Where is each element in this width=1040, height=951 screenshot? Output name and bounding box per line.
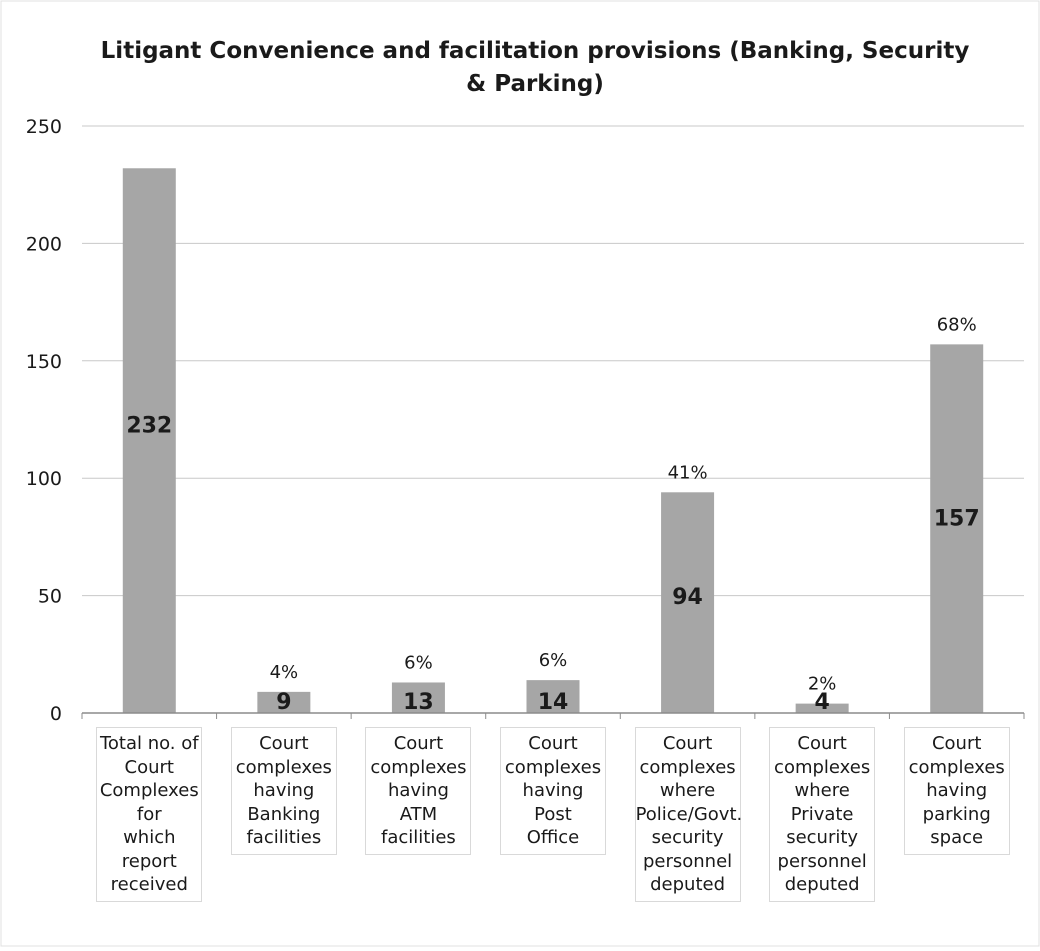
chart-title-line-1: Litigant Convenience and facilitation pr…: [101, 38, 970, 64]
x-category-label-line: security: [786, 827, 859, 848]
bar-percent-label: 41%: [668, 462, 708, 483]
x-category-label-line: Police/Govt.: [635, 803, 743, 825]
bar: [930, 344, 984, 713]
x-category-label-line: parking: [922, 803, 991, 825]
x-category-label: Total no. of Court Complexes for which repor…: [96, 727, 203, 902]
x-category-label: Court complexes having ATM facilities: [365, 727, 472, 855]
x-category-label: Court complexes having Banking facilities: [230, 727, 337, 855]
x-category-label-line: received: [110, 874, 188, 895]
bar: [795, 703, 849, 713]
bar: [661, 492, 715, 713]
x-category-label-line: having: [926, 780, 988, 801]
bar-percent-label: 4%: [270, 662, 299, 683]
y-tick-label: 250: [26, 116, 62, 138]
x-category-label-line: Total no. of: [99, 733, 199, 754]
chart-title-line-2: & Parking): [466, 71, 604, 97]
x-category-label-line: Private: [790, 803, 854, 825]
x-category-label: Court complexes having parking space: [903, 727, 1010, 855]
bar-value-label: 94: [672, 585, 703, 610]
bar-value-label: 157: [934, 507, 980, 532]
x-category-label-line: personnel: [777, 850, 867, 872]
x-category-label-line: Court: [797, 733, 847, 754]
x-category-label-line: where: [794, 780, 850, 801]
x-category-label-line: complexes: [370, 756, 467, 778]
x-category-label-line: complexes: [504, 756, 602, 778]
x-category-label-line: Court: [393, 733, 444, 754]
bar-value-label: 4: [814, 690, 829, 715]
x-category-label-line: Court: [259, 733, 309, 754]
x-category-label-line: having Post: [522, 780, 584, 825]
bar-percent-label: 2%: [808, 674, 837, 695]
x-category-label-line: complexes: [774, 756, 871, 778]
x-category-label-line: Banking: [247, 803, 321, 825]
bar-percent-label: 6%: [404, 652, 433, 673]
x-category-label-line: where: [659, 780, 716, 801]
x-category-label-line: deputed: [784, 874, 860, 895]
x-category-label-line: having: [387, 780, 449, 801]
bar: [526, 680, 580, 713]
x-category-label-line: deputed: [650, 874, 726, 895]
x-category-label: Court complexes where Private security person…: [769, 727, 876, 902]
gridlines: [81, 125, 1025, 719]
y-tick-label: 0: [50, 703, 62, 725]
bar-percent-label: 6%: [539, 650, 568, 671]
x-category-label-line: complexes: [235, 756, 332, 778]
x-category-label-line: which report: [121, 827, 177, 872]
data-labels: 232 9 4% 13 6% 14 6% 94 41% 42% 157 68%: [126, 314, 979, 715]
x-category-label: Court complexes where Police/Govt. security p…: [634, 727, 743, 902]
bar-value-label: 14: [538, 690, 569, 715]
y-tick-label: 200: [26, 233, 62, 255]
bar: [391, 682, 445, 713]
x-category-label-line: security: [651, 827, 724, 848]
x-category-label-line: complexes: [908, 756, 1005, 778]
x-category-label-line: facilities: [246, 827, 322, 848]
x-category-label-line: Court: [662, 733, 713, 754]
x-category-label-line: space: [930, 827, 984, 848]
x-category-label-line: Court: [931, 733, 982, 754]
y-tick-label: 150: [26, 351, 62, 373]
bar-value-label: 13: [403, 690, 434, 715]
bar-percent-label: 68%: [937, 314, 977, 335]
x-category-label: Court complexes having Post Office: [500, 727, 606, 855]
bar-value-label: 232: [126, 413, 172, 438]
x-category-label-line: complexes: [639, 756, 736, 778]
y-axis-ticks: 0 50 100 150 200 250: [26, 116, 62, 725]
bar-value-label: 9: [276, 690, 291, 715]
x-category-label-line: Court: [124, 756, 174, 778]
bars: [122, 168, 984, 713]
x-category-label-line: for: [136, 803, 162, 825]
bar: [122, 168, 176, 713]
x-category-label-line: Court: [528, 733, 578, 754]
bar: [257, 691, 311, 713]
y-tick-label: 50: [38, 586, 62, 608]
x-category-label-line: Complexes: [99, 780, 199, 801]
x-category-label-line: having: [253, 780, 315, 801]
x-category-label-line: ATM: [399, 803, 438, 825]
x-category-label-line: facilities: [381, 827, 456, 848]
x-category-label-line: Office: [526, 827, 580, 848]
y-tick-label: 100: [26, 468, 62, 490]
x-category-label-line: personnel: [642, 850, 733, 872]
